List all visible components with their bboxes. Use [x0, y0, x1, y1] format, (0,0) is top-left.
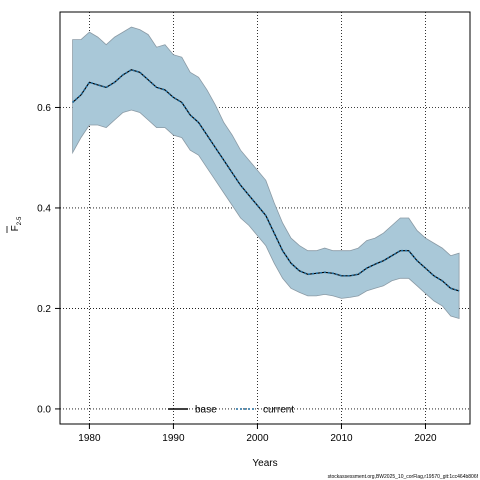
- x-axis-title: Years: [252, 458, 277, 469]
- x-tick-label: 1980: [78, 433, 101, 444]
- x-axis: 1980 1990 2000 2010 2020: [78, 424, 437, 444]
- legend: base current: [168, 405, 294, 416]
- svg-text:F2-5: F2-5: [10, 216, 23, 231]
- confidence-band: [72, 26, 460, 320]
- x-tick-label: 1990: [162, 433, 185, 444]
- y-axis-title-main: F: [10, 225, 21, 231]
- legend-label-current: current: [263, 405, 294, 416]
- y-tick-label: 0.6: [37, 103, 51, 114]
- x-tick-label: 2020: [414, 433, 437, 444]
- footer-text: stockassessment.org,BW2025_10_corFlag,r1…: [328, 474, 479, 480]
- y-axis-title: F2-5: [6, 216, 23, 233]
- y-tick-label: 0.2: [37, 304, 51, 315]
- x-tick-label: 2010: [330, 433, 353, 444]
- series-line-current: [72, 68, 460, 292]
- plot-frame: [59, 11, 471, 425]
- series-lines: [72, 68, 460, 292]
- y-axis-title-sub: 2-5: [17, 216, 23, 225]
- x-tick-label: 2000: [246, 433, 269, 444]
- y-tick-label: 0.0: [37, 404, 51, 415]
- confidence-band-area: [72, 26, 460, 320]
- y-axis: 0.0 0.2 0.4 0.6: [37, 103, 60, 415]
- legend-label-base: base: [195, 405, 217, 416]
- y-tick-label: 0.4: [37, 203, 51, 214]
